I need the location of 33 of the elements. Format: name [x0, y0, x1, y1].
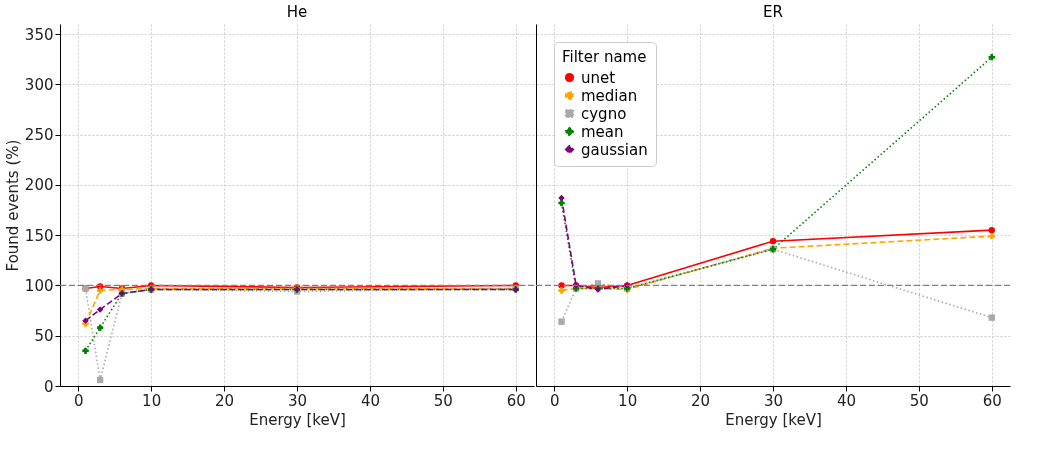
y-tick-label: 150 — [24, 226, 54, 245]
x-tick-label: 50 — [433, 391, 453, 410]
x-tick-label: 30 — [287, 391, 308, 410]
chart-title: ER — [763, 3, 783, 21]
legend-label: gaussian — [581, 140, 648, 159]
legend-label: mean — [581, 122, 624, 141]
y-tick-label: 200 — [24, 176, 54, 195]
x-tick-label: 60 — [982, 391, 1002, 410]
legend-title: Filter name — [562, 48, 647, 66]
x-tick-label: 10 — [618, 391, 638, 410]
x-tick-label: 0 — [73, 391, 84, 410]
y-tick-label: 100 — [24, 276, 54, 295]
x-tick-label: 20 — [215, 391, 235, 410]
chart-title: He — [286, 3, 308, 21]
x-axis-title: Energy [keV] — [249, 410, 346, 429]
x-axis-title: Energy [keV] — [725, 410, 822, 429]
y-tick-label: 300 — [24, 75, 54, 94]
legend-label: median — [581, 86, 638, 105]
x-tick-label: 20 — [691, 391, 711, 410]
x-tick-label: 60 — [506, 391, 526, 410]
x-tick-label: 40 — [360, 391, 380, 410]
y-tick-label: 0 — [43, 377, 54, 396]
x-tick-label: 40 — [836, 391, 856, 410]
x-tick-label: 0 — [549, 391, 560, 410]
y-tick-label: 250 — [24, 126, 54, 145]
y-tick-label: 350 — [24, 25, 54, 44]
x-tick-label: 30 — [763, 391, 784, 410]
x-tick-label: 10 — [142, 391, 162, 410]
x-tick-label: 50 — [909, 391, 929, 410]
y-tick-label: 50 — [34, 327, 54, 346]
legend-label: unet — [581, 68, 616, 87]
legend-label: cygno — [581, 104, 627, 123]
y-axis-title: Found events (%) — [3, 139, 22, 272]
